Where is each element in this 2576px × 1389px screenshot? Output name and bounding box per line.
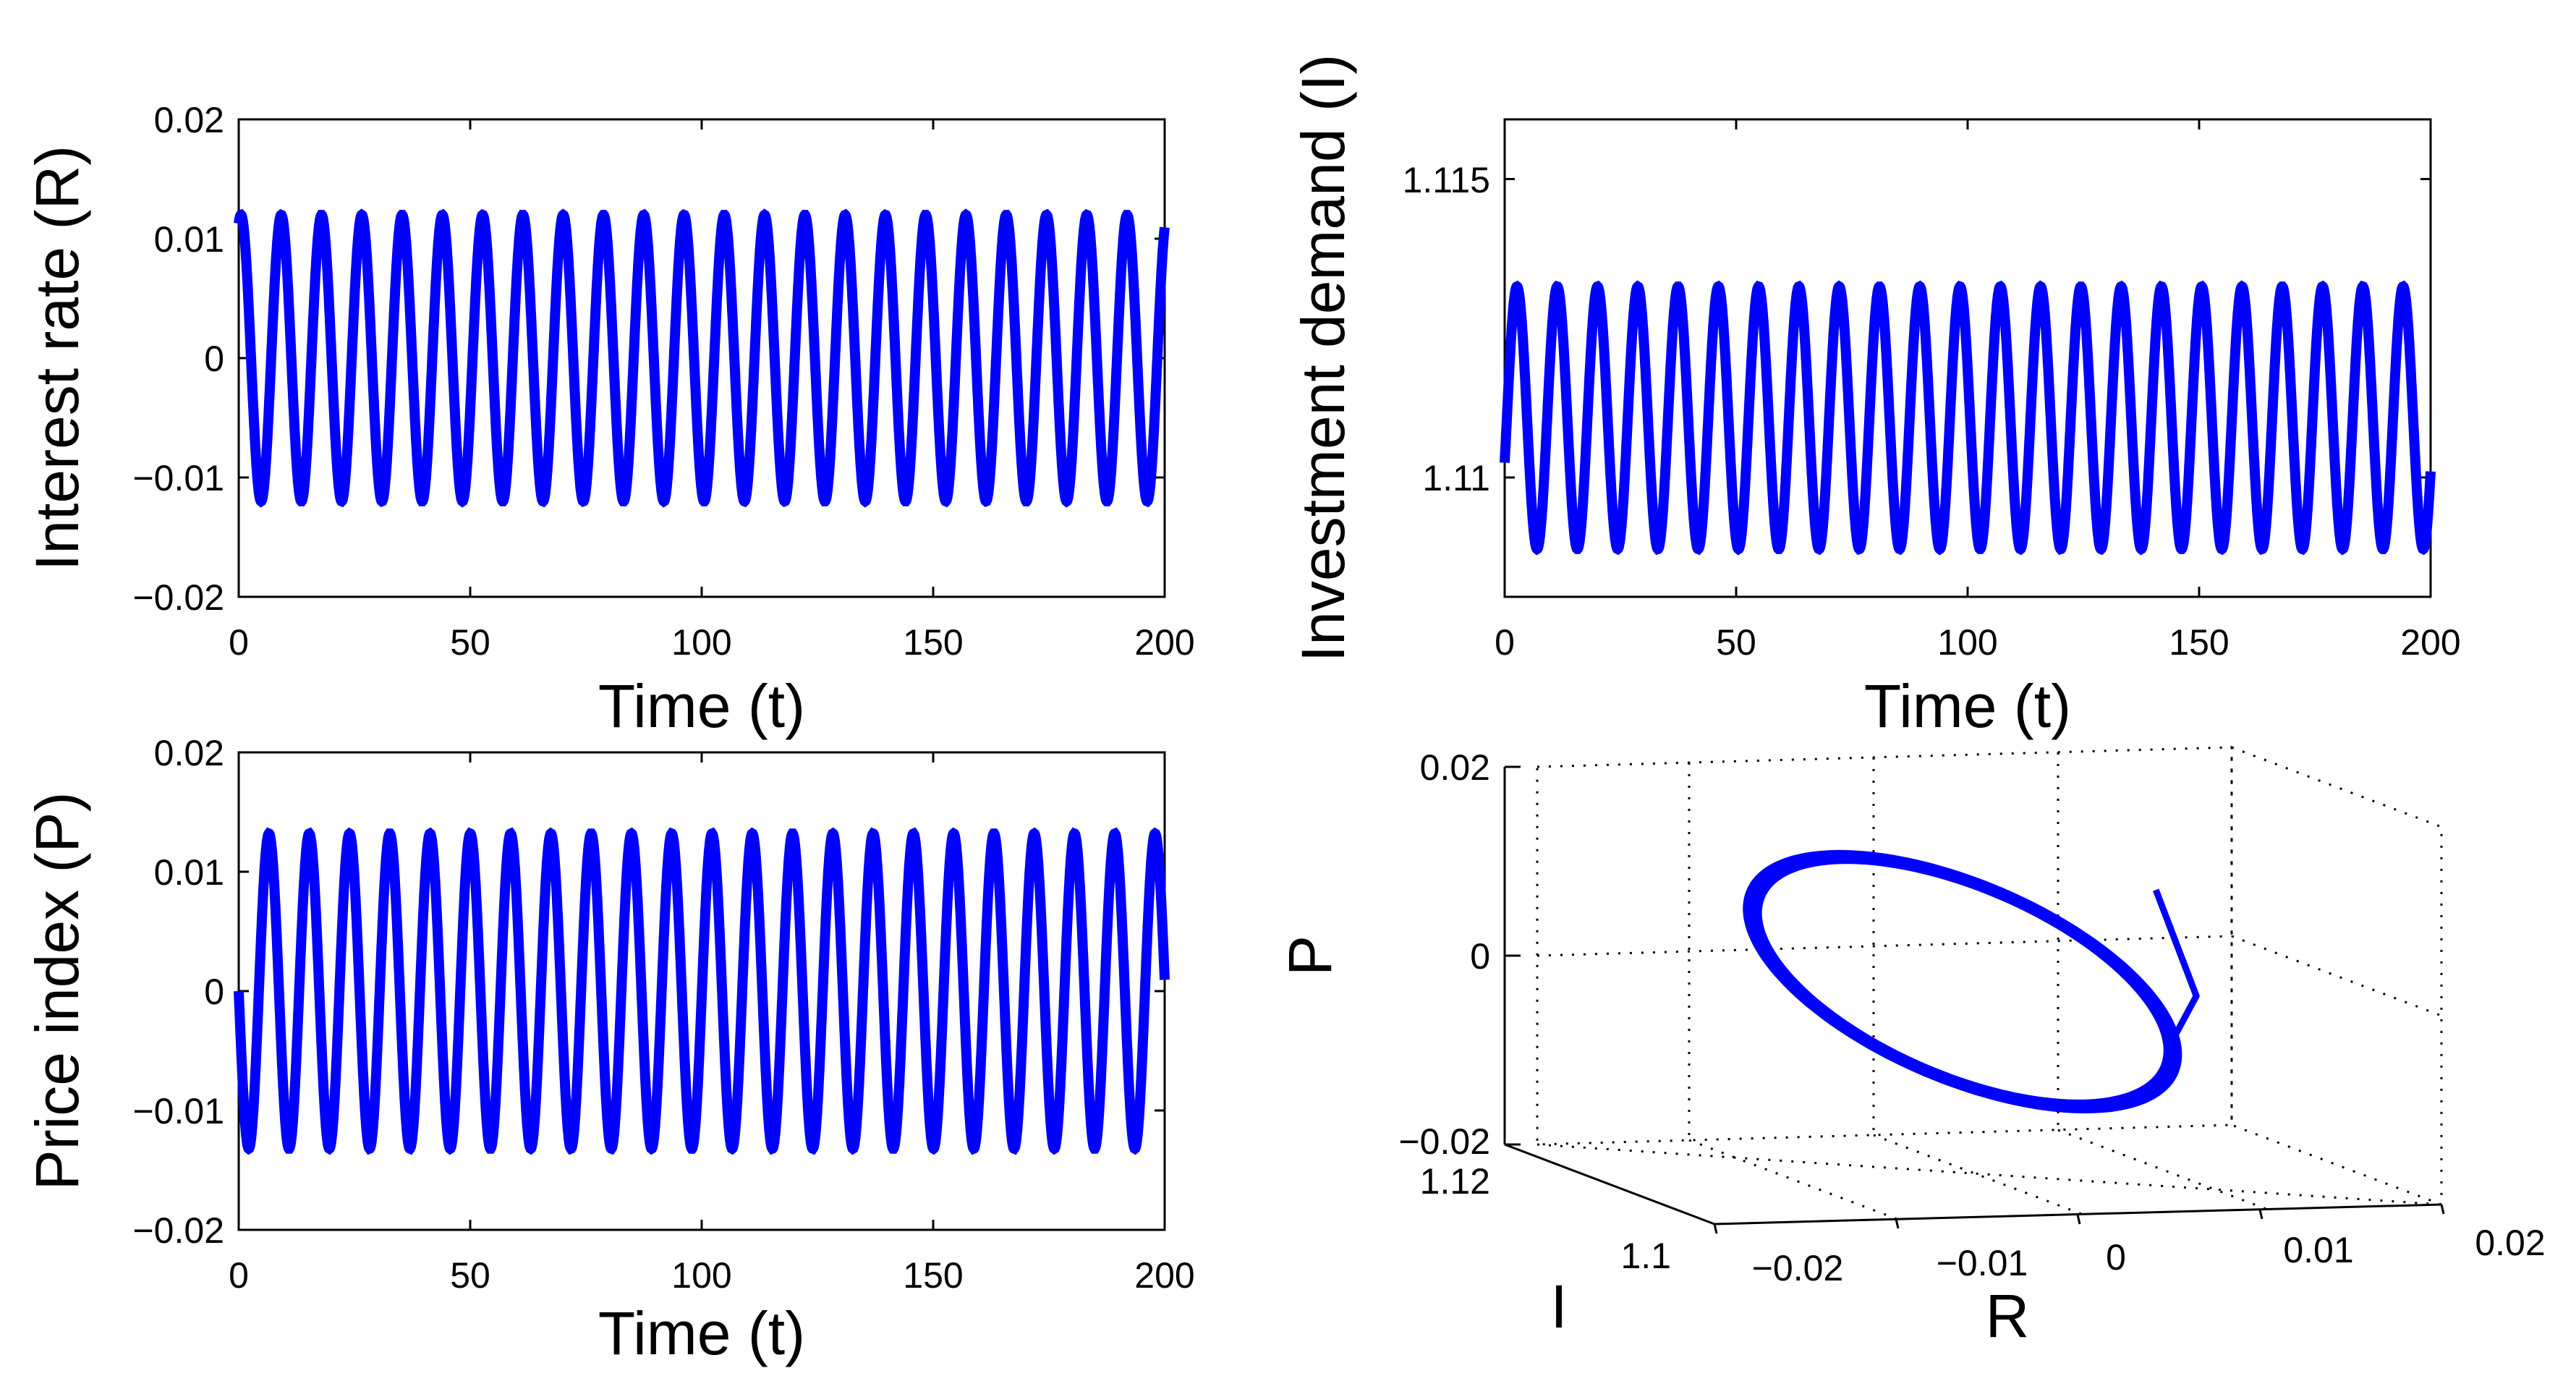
x-tick-label: 0 [1495,622,1515,663]
plot-frame [237,118,1166,598]
series-line-interest-rate [234,208,1170,508]
x-tick-label: 50 [1716,622,1756,663]
grid-line [2057,1129,2269,1211]
tick-marks [1503,119,2432,597]
x-tick-label: 200 [2400,622,2460,663]
series-line-price-index [234,827,1170,1155]
y-axis-label: Investment demand (I) [1289,54,1357,662]
y-tick-label: 0.02 [154,733,224,773]
x-axis-label: Time (t) [598,1299,805,1367]
grid-line [1536,935,2232,957]
x-axis-label: Time (t) [1864,672,2071,740]
r-axis-line [1714,1203,2442,1226]
back-wall [1536,746,2233,1146]
z-tick-label: 0.02 [1420,747,1490,788]
x-tick-label: 100 [1937,622,1997,663]
x-tick-label: 150 [2169,622,2229,663]
r-tick [2076,1214,2081,1225]
i-axis-label: I [1550,1273,1567,1341]
y-tick-label: 1.11 [1422,458,1490,498]
z-tick-label: −0.02 [1398,1121,1490,1162]
y-tick-label: 1.115 [1403,160,1490,200]
r-tick-label: 0.01 [2283,1230,2353,1270]
i-axis-line [1504,1143,1715,1226]
x-tick-label: 50 [450,622,490,663]
r-tick [1895,1218,1900,1229]
grid-line [1536,1143,2442,1206]
y-tick-label: −0.02 [132,1210,224,1251]
x-tick-label: 100 [671,1255,731,1296]
x-tick-label: 150 [903,622,963,663]
r-tick-label: −0.02 [1752,1248,1844,1288]
grid-line [1688,1139,1900,1221]
grid-line [2231,935,2442,1017]
x-axis-label: Time (t) [598,672,805,740]
y-tick-label: 0.02 [154,100,224,140]
r-axis-label: R [1986,1282,2030,1350]
y-tick-label: 0 [204,339,224,379]
z-axis-label: P [1276,935,1344,976]
series-orbit [1743,849,2200,1113]
x-tick-label: 100 [671,622,731,663]
price-index-chart: 0.02 0.01 0 −0.01 −0.02 0 50 100 150 200… [23,733,1195,1367]
z-tick-label: 0 [1470,936,1490,977]
investment-demand-chart: 1.115 1.11 0 50 100 150 200 Time (t) Inv… [1289,54,2461,740]
r-tick [2440,1204,2445,1215]
x-tick-label: 50 [450,1255,490,1296]
side-wall [2230,745,2443,1207]
y-axis-label: Interest rate (R) [23,145,91,571]
y-axis-label: Price index (P) [23,792,91,1191]
y-tick-label: −0.01 [132,458,224,498]
i-tick-label: 1.12 [1420,1161,1490,1202]
r-tick-label: 0 [2106,1237,2126,1278]
y-tick-label: 0.01 [154,219,224,260]
r-tick [1713,1223,1718,1234]
x-tick-label: 0 [229,1255,249,1296]
grid-line [1873,1134,2084,1216]
tick-marks [237,118,1166,598]
x-tick-label: 0 [229,622,249,663]
phase-portrait-3d-chart: 0.02 0 −0.02 1.12 1.1 −0.02 −0.01 0 0.01… [1276,745,2546,1350]
i-tick-label: 1.1 [1620,1236,1671,1276]
x-tick-label: 150 [903,1255,963,1296]
y-tick-label: 0.01 [154,852,224,893]
series-line-investment-demand [1500,280,2436,556]
y-tick-label: −0.02 [132,577,224,618]
x-tick-label: 200 [1134,1255,1194,1296]
x-tick-label: 200 [1134,622,1194,663]
interest-rate-chart: 0.02 0.01 0 −0.01 −0.02 0 50 100 150 200… [23,100,1195,740]
r-tick-label: 0.02 [2475,1223,2545,1263]
r-tick [2258,1209,2263,1220]
y-tick-label: −0.01 [132,1091,224,1131]
y-tick-label: 0 [204,972,224,1012]
r-tick-label: −0.01 [1937,1243,2028,1283]
